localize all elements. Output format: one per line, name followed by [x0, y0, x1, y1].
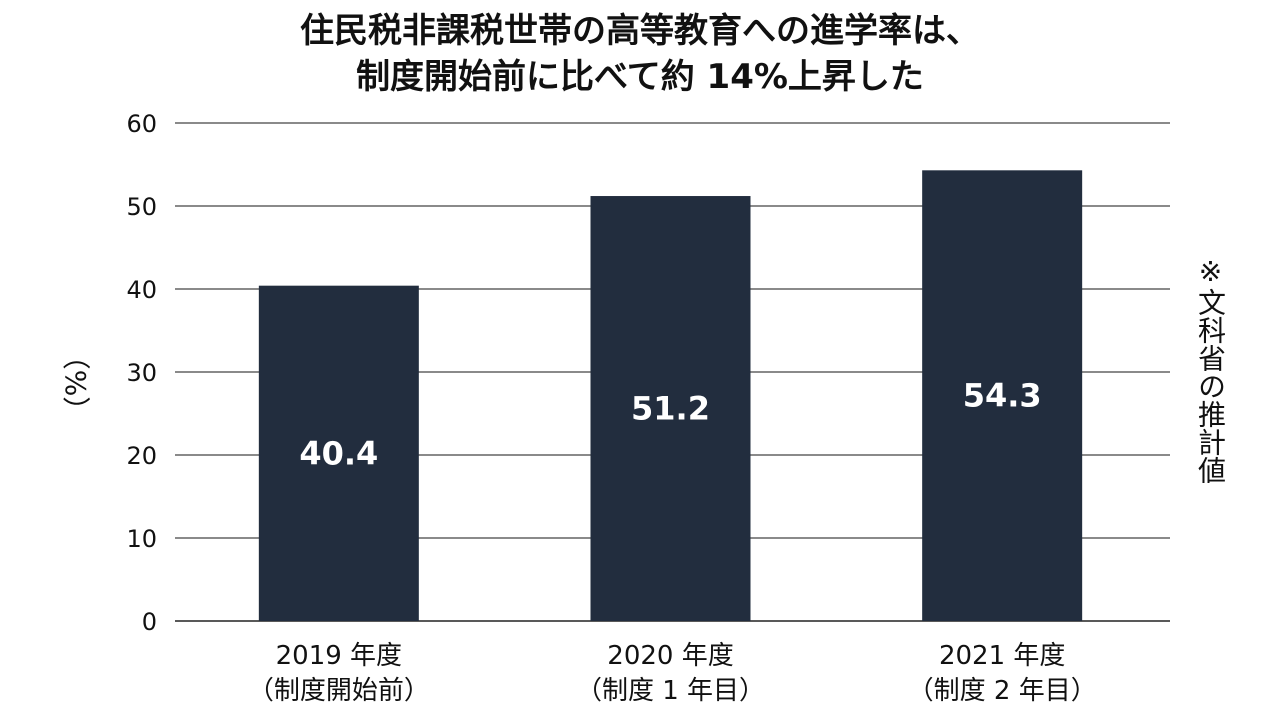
chart-title: 住民税非課税世帯の高等教育への進学率は、 制度開始前に比べて約 14%上昇した	[0, 8, 1280, 100]
source-note: ※文科省の推計値	[1194, 255, 1227, 484]
chart-title-line-2: 制度開始前に比べて約 14%上昇した	[356, 57, 924, 97]
bar-value-label: 40.4	[299, 434, 378, 472]
x-tick-label: 2020 年度	[607, 641, 733, 671]
bar	[590, 196, 751, 622]
bar-value-label: 54.3	[963, 377, 1042, 415]
y-tick-label: 40	[126, 276, 157, 304]
bar	[258, 285, 419, 621]
y-axis-label: （%）	[59, 342, 92, 425]
y-tick-label: 10	[126, 525, 157, 553]
chart-title-line-1: 住民税非課税世帯の高等教育への進学率は、	[300, 11, 980, 51]
x-tick-label: 2021 年度	[939, 641, 1065, 671]
bar-value-label: 51.2	[631, 390, 710, 428]
x-tick-label: （制度 2 年目）	[908, 676, 1097, 706]
y-tick-label: 30	[126, 359, 157, 387]
bar-value-labels: 40.4 51.2 54.3	[299, 377, 1041, 473]
x-tick-label: （制度 1 年目）	[576, 676, 765, 706]
bars	[258, 170, 1083, 622]
x-tick-labels: 2019 年度 （制度開始前） 2020 年度 （制度 1 年目） 2021 年度 （制度…	[248, 641, 1097, 706]
y-tick-label: 50	[126, 193, 157, 221]
x-tick-label: （制度開始前）	[248, 676, 430, 706]
y-tick-label: 20	[126, 442, 157, 470]
y-tick-labels: 0 10 20 30 40 50 60	[126, 110, 157, 636]
y-tick-label: 0	[142, 608, 157, 636]
bar	[922, 170, 1083, 621]
y-tick-label: 60	[126, 110, 157, 138]
x-tick-label: 2019 年度	[276, 641, 402, 671]
